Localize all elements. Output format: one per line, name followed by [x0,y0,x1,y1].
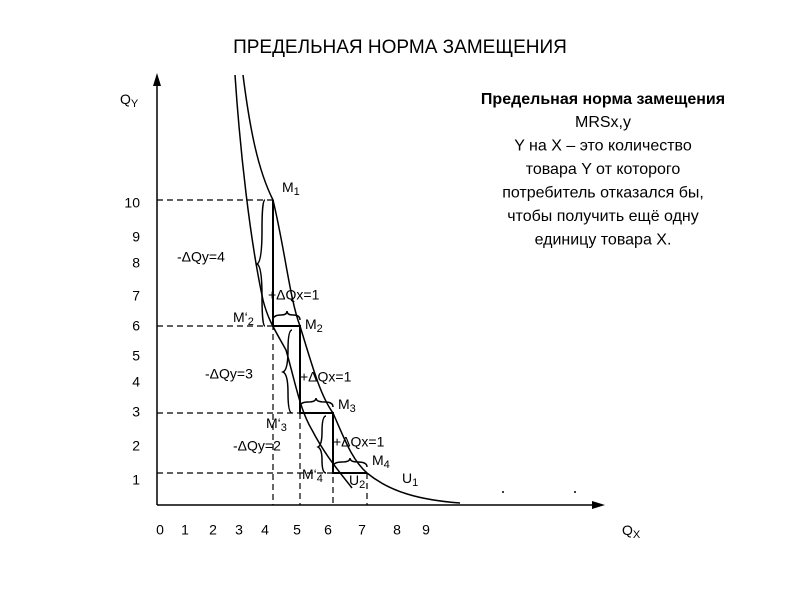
point-label: U2 [349,472,365,491]
x-tick-label: 8 [393,522,401,538]
point-label: M4 [372,452,390,471]
brace [272,310,301,321]
y-axis-label: QY [120,91,139,110]
info-line: товара Y от которого [526,161,681,178]
x-tick-label: 3 [235,522,243,538]
point-label-main: M [338,396,350,412]
point-label-sub: 4 [384,459,390,471]
point-label-main: M [282,179,294,195]
x-tick-label: 5 [293,522,301,538]
annotation: +ΔQx=1 [300,369,352,385]
point-label: U1 [402,470,418,489]
x-tick-label: 4 [261,522,269,538]
curve-u2 [234,74,353,489]
point-label: M1 [282,179,300,198]
y-axis-label-main: Q [120,91,131,107]
x-axis-arrow [592,501,605,509]
x-axis-label: QX [622,522,641,541]
y-tick-label: 10 [124,195,140,211]
point-label: M‘4 [302,466,323,485]
brace [316,415,327,474]
info-line: Y на X – это количество [514,138,692,155]
y-tick-label: 4 [132,374,140,390]
x-tick-label: 9 [422,522,430,538]
point-label-sub: 2 [248,316,254,328]
brace [254,199,266,327]
point-label: M2 [305,316,323,335]
y-tick-label: 8 [132,255,140,271]
steps [272,200,367,474]
brace [332,457,368,468]
point-label-sub: 1 [294,186,300,198]
y-tick-label: 7 [132,288,140,304]
y-tick-label: 6 [132,318,140,334]
x-tick-label: 0 [156,522,164,538]
point-label-sub: 4 [317,473,323,485]
y-tick-label: 5 [132,348,140,364]
x-tick-label: 7 [358,522,366,538]
annotation: -ΔQy=2 [233,438,281,454]
info-heading: Предельная норма замещения [481,91,725,108]
point-label-main: U [402,470,412,486]
point-label-main: M‘ [266,415,281,431]
brace [280,329,293,414]
point-label: M‘3 [266,415,287,434]
point-label-sub: 2 [317,323,323,335]
brace [299,397,334,408]
y-tick-label: 1 [132,472,140,488]
point-label: M3 [338,396,356,415]
point-label-main: M [305,316,317,332]
x-axis-label-sub: X [633,529,641,541]
dot [574,491,576,493]
point-label-main: M‘ [302,466,317,482]
point-label-main: M‘ [233,309,248,325]
point-label-sub: 1 [412,477,418,489]
annotation: +ΔQx=1 [268,287,320,303]
info-line: потребитель отказался бы, [502,185,704,202]
x-tick-label: 1 [181,522,189,538]
annotation: +ΔQx=1 [333,434,385,450]
y-tick-label: 9 [132,229,140,245]
y-axis-label-sub: Y [131,98,139,110]
y-tick-label: 3 [132,404,140,420]
point-label: M‘2 [233,309,254,328]
slide-title: ПРЕДЕЛЬНАЯ НОРМА ЗАМЕЩЕНИЯ [233,37,567,58]
y-tick-label: 2 [132,438,140,454]
dot [502,491,504,493]
x-axis-label-main: Q [622,522,633,538]
x-tick-label: 6 [324,522,332,538]
info-line: чтобы получить ещё одну [507,208,699,225]
point-label-main: U [349,472,359,488]
point-label-sub: 3 [350,403,356,415]
info-line: единицу товара X. [535,232,672,249]
annotation: -ΔQy=3 [205,366,253,382]
x-tick-label: 2 [209,522,217,538]
y-axis-arrow [153,73,161,86]
point-label-sub: 3 [281,422,287,434]
annotation: -ΔQy=4 [177,249,225,265]
curve-u1 [242,74,461,504]
point-label-sub: 2 [359,479,365,491]
point-label-main: M [372,452,384,468]
info-line: MRSx,y [575,114,631,131]
